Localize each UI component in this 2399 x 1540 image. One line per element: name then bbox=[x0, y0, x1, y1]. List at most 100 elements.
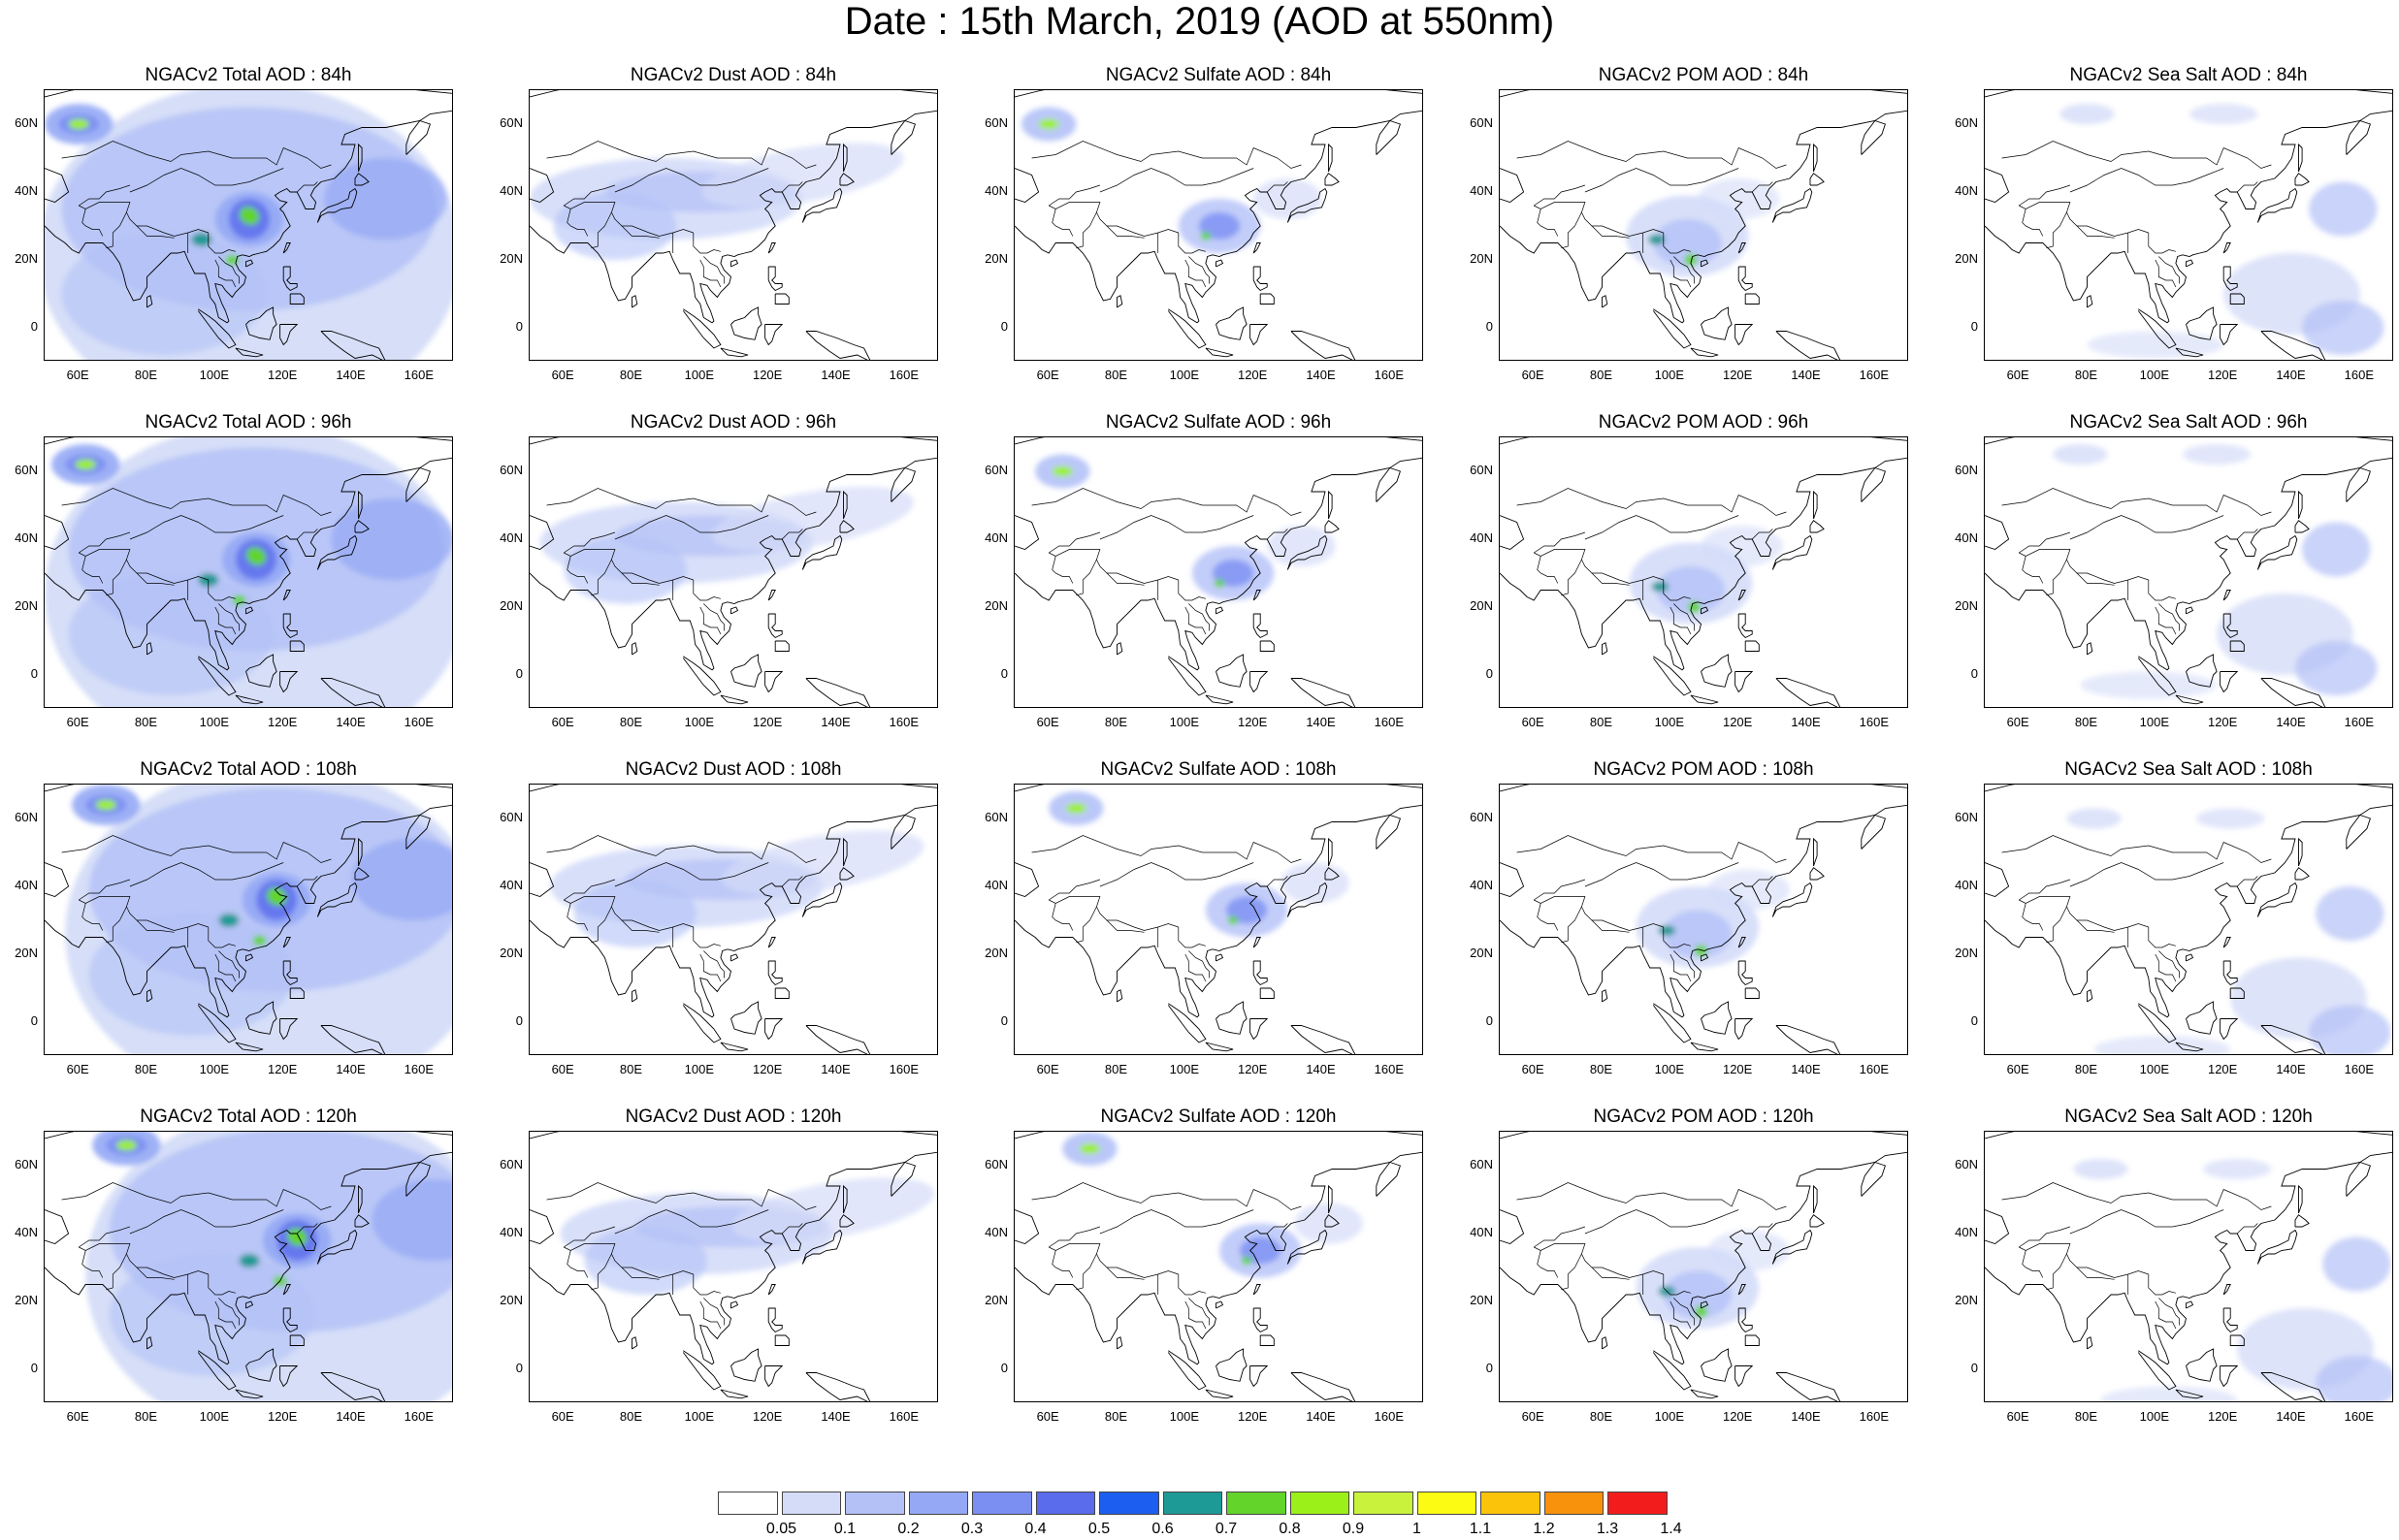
coastline bbox=[1328, 837, 1333, 867]
country-border bbox=[1099, 862, 1254, 887]
country-border bbox=[1584, 168, 1739, 193]
coastline bbox=[1328, 490, 1333, 520]
coastline bbox=[801, 1229, 843, 1265]
country-border bbox=[296, 181, 318, 193]
coastline bbox=[279, 671, 299, 693]
lon-tick-label: 80E bbox=[619, 368, 643, 382]
coastline bbox=[1813, 1184, 1818, 1214]
coastline bbox=[1290, 1025, 1356, 1054]
country-border bbox=[1178, 233, 1206, 254]
lon-tick-label: 60E bbox=[2006, 1409, 2029, 1424]
map-panel-sulfate: NGACv2 Sulfate AOD : 96h 60N 40N 20N 0 60E 80E… bbox=[985, 411, 1423, 791]
coastline bbox=[2186, 1001, 2218, 1035]
lat-tick-label: 0 bbox=[1970, 1013, 1978, 1028]
coastline bbox=[1737, 1284, 1746, 1296]
lat-tick-label: 60N bbox=[15, 463, 38, 477]
coastline bbox=[530, 862, 555, 898]
aerosol-plume bbox=[701, 143, 904, 208]
coastline bbox=[2186, 606, 2194, 615]
aerosol-plume bbox=[1701, 526, 1783, 566]
colorbar-label: 0.3 bbox=[960, 1521, 984, 1537]
aod-field-map bbox=[1985, 785, 2392, 1054]
coastline bbox=[2186, 953, 2194, 962]
lat-tick-label: 60N bbox=[1470, 463, 1493, 477]
lon-tick-label: 140E bbox=[2276, 715, 2306, 729]
lon-tick-label: 100E bbox=[684, 1062, 715, 1076]
lon-tick-label: 120E bbox=[752, 1062, 783, 1076]
coastline bbox=[45, 862, 70, 898]
coastline bbox=[1117, 642, 1123, 656]
country-border bbox=[1584, 515, 1739, 540]
country-border bbox=[2019, 896, 2149, 931]
country-border bbox=[564, 1243, 694, 1278]
coastline bbox=[405, 119, 431, 155]
coastline bbox=[1985, 110, 2392, 324]
country-border bbox=[703, 950, 725, 979]
country-border bbox=[621, 572, 660, 586]
lat-tick-label: 0 bbox=[1485, 666, 1493, 681]
coastline bbox=[1737, 266, 1753, 292]
lat-tick-label: 20N bbox=[1955, 251, 1978, 266]
country-border bbox=[614, 1209, 769, 1235]
coastline bbox=[358, 837, 363, 867]
country-border bbox=[2019, 549, 2149, 584]
coastline bbox=[2175, 347, 2204, 358]
coastline bbox=[1216, 606, 1224, 615]
coastline bbox=[1690, 1389, 1719, 1399]
country-border bbox=[1591, 1267, 1630, 1280]
colorbar-label: 0.7 bbox=[1215, 1521, 1238, 1537]
coastline bbox=[2229, 293, 2245, 305]
country-border bbox=[1106, 919, 1145, 933]
country-border bbox=[218, 256, 240, 284]
coastline bbox=[1775, 678, 1841, 707]
coastline bbox=[1813, 837, 1818, 867]
lon-tick-label: 100E bbox=[199, 715, 230, 729]
coastline bbox=[1015, 515, 1040, 551]
lon-tick-label: 160E bbox=[889, 715, 920, 729]
lat-tick-label: 20N bbox=[15, 946, 38, 960]
coastline bbox=[1252, 1307, 1268, 1333]
country-border bbox=[621, 1267, 660, 1280]
lon-tick-label: 60E bbox=[1036, 1409, 1059, 1424]
lon-tick-label: 160E bbox=[2344, 368, 2375, 382]
country-border bbox=[699, 953, 722, 982]
coastline bbox=[1216, 1300, 1224, 1309]
coastline bbox=[45, 168, 70, 204]
country-border bbox=[1049, 549, 1179, 584]
coastline bbox=[2137, 308, 2177, 349]
country-border bbox=[703, 1298, 725, 1326]
coastline bbox=[2256, 1229, 2298, 1265]
country-border bbox=[1534, 896, 1664, 931]
lat-tick-label: 40N bbox=[500, 1225, 523, 1239]
country-border bbox=[1663, 580, 1691, 601]
aod-colorbar: 0.05 0.1 0.2 0.3 0.4 0.5 0.6 0.7 0.8 0.9 1 1.1 1.2 1.… bbox=[718, 1492, 1682, 1540]
lon-tick-label: 80E bbox=[619, 1062, 643, 1076]
country-border bbox=[2158, 603, 2180, 631]
country-border bbox=[2158, 256, 2180, 284]
lat-tick-label: 20N bbox=[985, 598, 1008, 613]
aod-field-map bbox=[530, 1132, 937, 1401]
aod-field-map bbox=[1985, 437, 2392, 707]
lat-tick-label: 40N bbox=[1955, 878, 1978, 892]
coastline bbox=[235, 1042, 264, 1052]
country-border bbox=[564, 879, 616, 901]
lon-tick-label: 120E bbox=[1237, 1409, 1268, 1424]
map-area bbox=[44, 436, 453, 708]
aerosol-plume bbox=[584, 1227, 707, 1295]
coastline bbox=[1701, 1300, 1709, 1309]
coastline bbox=[245, 1001, 277, 1035]
country-border bbox=[1184, 1300, 1207, 1330]
coastline bbox=[1252, 960, 1268, 986]
map-area bbox=[529, 89, 938, 361]
lon-tick-label: 80E bbox=[619, 1409, 643, 1424]
aod-field-map bbox=[530, 785, 937, 1054]
coastline bbox=[197, 1003, 237, 1043]
country-border bbox=[1049, 202, 1179, 237]
map-panel-dust: NGACv2 Dust AOD : 108h 60N 40N 20N 0 60E 80E 10… bbox=[500, 758, 938, 1139]
coastline bbox=[1252, 1284, 1261, 1296]
colorbar-swatch bbox=[1416, 1492, 1477, 1515]
coastline bbox=[1861, 1161, 1886, 1197]
aerosol-plume bbox=[1240, 1236, 1281, 1265]
aerosol-plume bbox=[1653, 219, 1722, 267]
country-border bbox=[2019, 1243, 2149, 1278]
